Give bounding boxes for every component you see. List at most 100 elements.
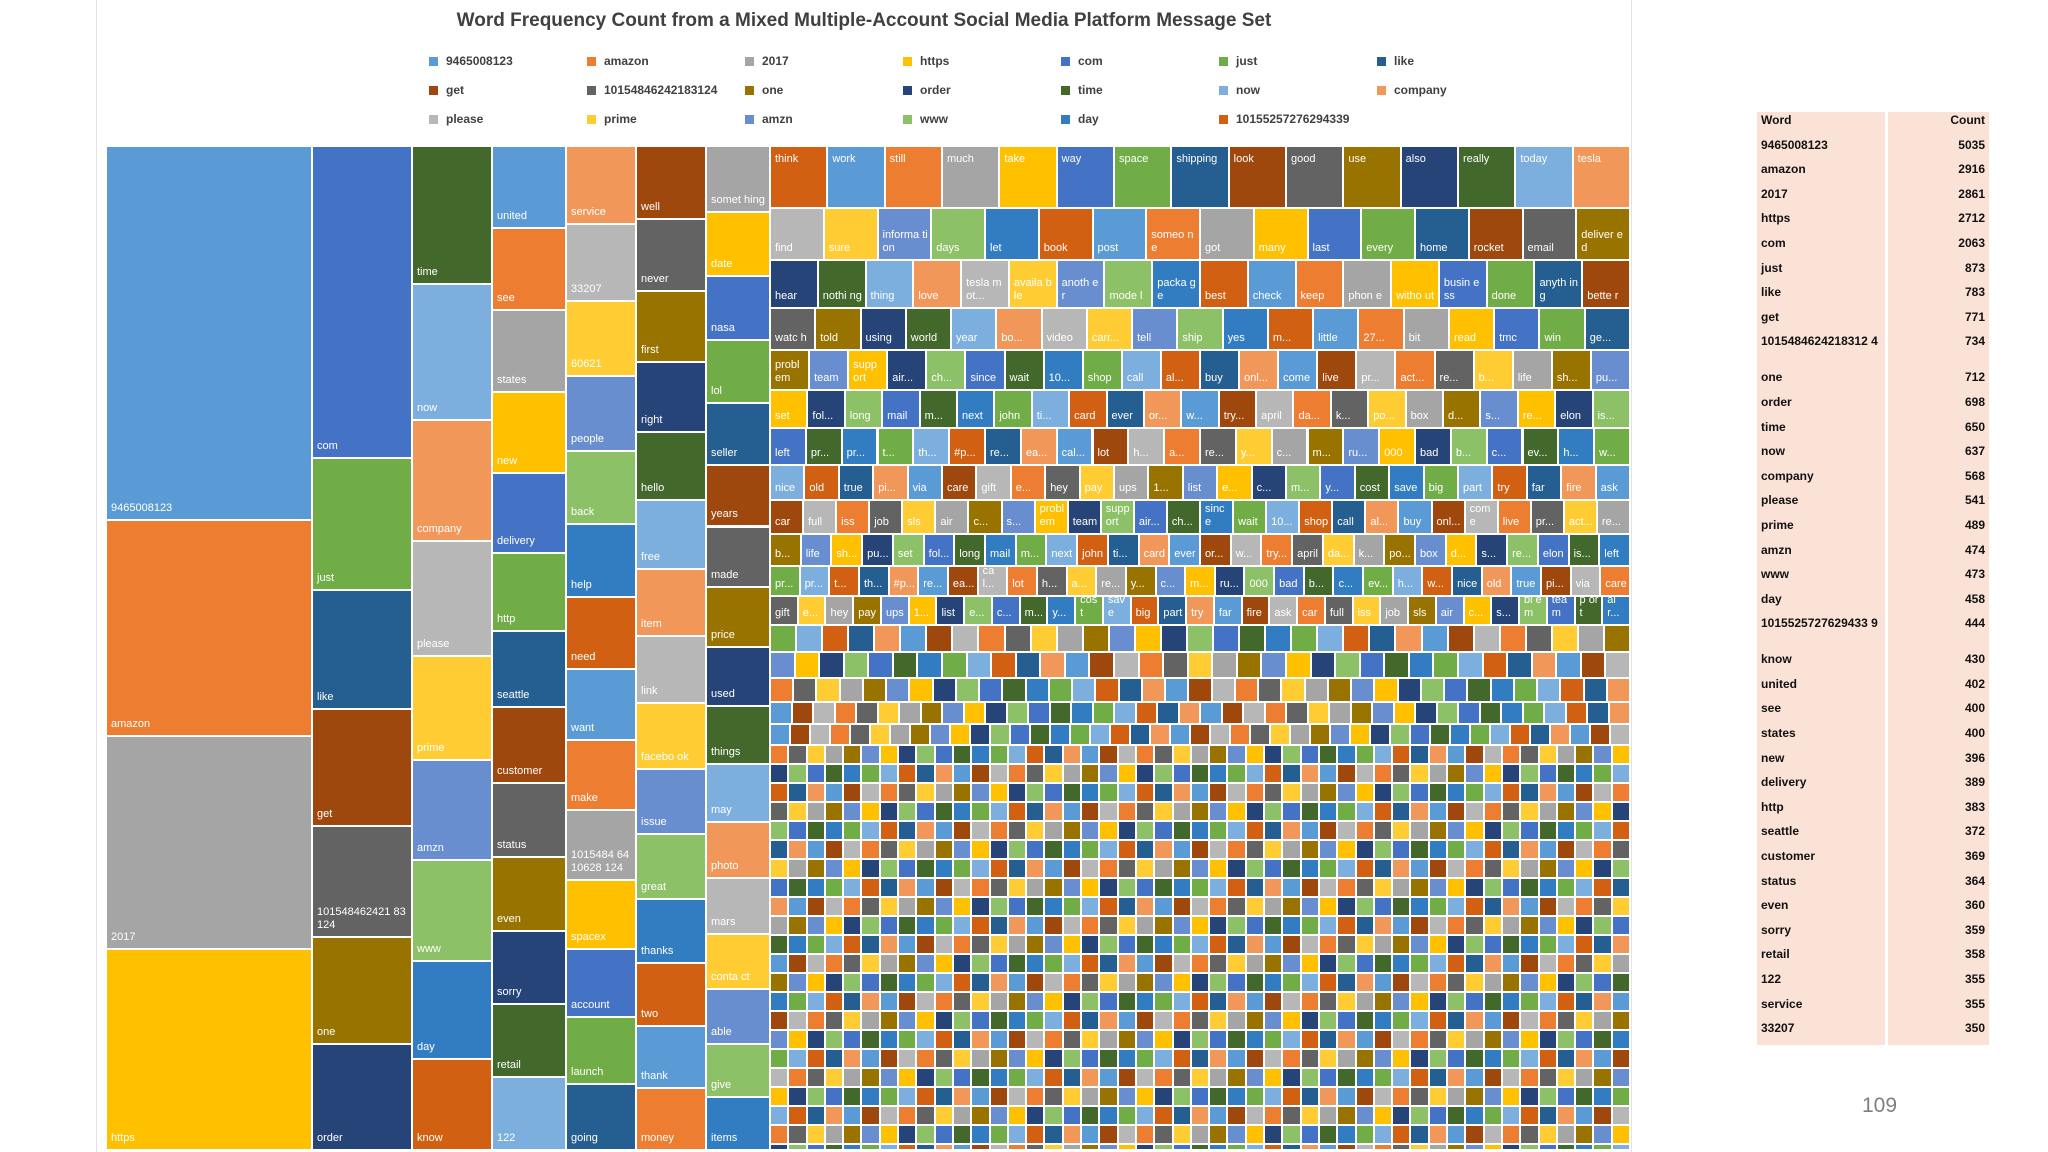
table-row: now 637 [1757, 443, 1989, 468]
table-count: 771 [1888, 308, 1989, 334]
treemap-cell: best [1200, 260, 1248, 308]
treemap-cell [1264, 1144, 1283, 1150]
legend-label: day [1078, 112, 1099, 126]
treemap-cell [1593, 1144, 1612, 1150]
treemap-cell: da... [1293, 390, 1331, 429]
treemap-cell [1410, 764, 1429, 784]
treemap-cell: w... [1422, 566, 1453, 597]
treemap-cell [1520, 783, 1539, 803]
treemap-cell-label: c... [1491, 447, 1507, 460]
treemap-cell: issue [636, 769, 706, 835]
treemap-cell-label: space [1119, 153, 1149, 165]
treemap-cell [788, 840, 807, 860]
treemap-cell-label: k... [1335, 410, 1351, 423]
treemap-cell [1318, 1068, 1338, 1088]
treemap-cell [1593, 1125, 1612, 1145]
treemap-cell-label: b... [1455, 447, 1472, 460]
treemap-cell [770, 992, 789, 1012]
treemap-cell: air [935, 500, 969, 534]
treemap-cell [861, 973, 880, 993]
treemap-cell [1026, 973, 1045, 993]
treemap-cell [1593, 840, 1612, 860]
treemap-cell [1447, 764, 1466, 784]
treemap-cell [1227, 859, 1246, 879]
treemap-cell [1355, 916, 1374, 936]
treemap-cell [916, 840, 935, 860]
treemap-cell [1135, 973, 1155, 993]
treemap-cell [1351, 678, 1375, 702]
treemap-cell [1081, 821, 1100, 841]
treemap-cell-label: lot [1012, 578, 1024, 591]
treemap-cell [1099, 992, 1118, 1012]
treemap-cell-label: service [571, 205, 606, 218]
legend-label: prime [604, 112, 637, 126]
treemap-cell [1428, 992, 1448, 1012]
treemap-cell: full [1324, 596, 1353, 626]
treemap-cell [1282, 897, 1301, 917]
treemap-cell [1556, 1030, 1576, 1050]
treemap-cell [990, 724, 1010, 746]
treemap-cell [1172, 1011, 1191, 1031]
treemap-cell [1135, 1125, 1155, 1145]
treemap-cell [1575, 916, 1594, 936]
treemap-cell [1300, 1030, 1319, 1050]
treemap-cell: onl... [1431, 500, 1465, 534]
treemap-cell: a... [1164, 428, 1200, 466]
treemap-cell [1062, 992, 1082, 1012]
treemap-cell [1221, 702, 1243, 725]
treemap-cell [1250, 724, 1270, 746]
table-count: 474 [1888, 541, 1989, 567]
treemap-cell-label: pr... [804, 578, 823, 591]
treemap-cell [1428, 859, 1448, 879]
legend-item: amzn [745, 112, 793, 126]
treemap-cell [1337, 745, 1356, 765]
treemap-cell: iss [836, 500, 870, 534]
treemap-cell [1575, 745, 1594, 765]
treemap-cell [1044, 1049, 1063, 1069]
legend-swatch [903, 56, 912, 66]
table-count: 400 [1888, 725, 1989, 750]
treemap-cell [1245, 1049, 1265, 1069]
treemap-cell: order [312, 1044, 412, 1150]
treemap-cell [1447, 821, 1466, 841]
treemap-cell [1081, 1030, 1100, 1050]
treemap-cell [1318, 1011, 1338, 1031]
treemap-cell-label: make [571, 792, 598, 805]
treemap-cell-label: ru... [1219, 578, 1239, 591]
treemap-cell [952, 1125, 972, 1145]
treemap-cell [819, 652, 844, 678]
treemap-cell [839, 678, 863, 702]
treemap-cell-label: elon [1542, 548, 1564, 560]
treemap-cell [770, 916, 789, 936]
treemap-cell-label: retail [497, 1059, 521, 1072]
legend-item: com [1061, 54, 1103, 68]
treemap-cell [1099, 1011, 1118, 1031]
treemap-cell-label: t... [882, 447, 895, 460]
treemap-cell-label: year [956, 332, 978, 344]
treemap-cell [1428, 1049, 1448, 1069]
treemap-cell: 10... [1266, 500, 1300, 534]
treemap-cell [843, 652, 869, 678]
treemap-cell-label: #p... [954, 447, 976, 460]
treemap-cell-label: bo... [1001, 332, 1023, 344]
treemap-cell [1373, 745, 1393, 765]
treemap-cell [1245, 821, 1265, 841]
treemap-cell [1556, 1144, 1576, 1150]
treemap-cell [879, 878, 899, 898]
treemap-cell [1227, 1087, 1246, 1107]
treemap-cell [1234, 678, 1259, 702]
treemap-cell [1282, 878, 1301, 898]
treemap-cell [1465, 840, 1484, 860]
treemap-cell [1245, 764, 1265, 784]
treemap-cell-label: well [641, 200, 660, 213]
treemap-cell [1556, 1068, 1576, 1088]
treemap-cell [824, 973, 844, 993]
treemap-cell [1209, 954, 1228, 974]
treemap-cell-label: work [832, 153, 856, 165]
treemap-cell [879, 1030, 899, 1050]
treemap-cell [989, 783, 1008, 803]
treemap-cell [1428, 1068, 1448, 1088]
treemap-cell-label: y... [1240, 447, 1255, 460]
treemap-cell-label: h... [1397, 578, 1414, 591]
treemap-cell [1611, 1030, 1630, 1050]
